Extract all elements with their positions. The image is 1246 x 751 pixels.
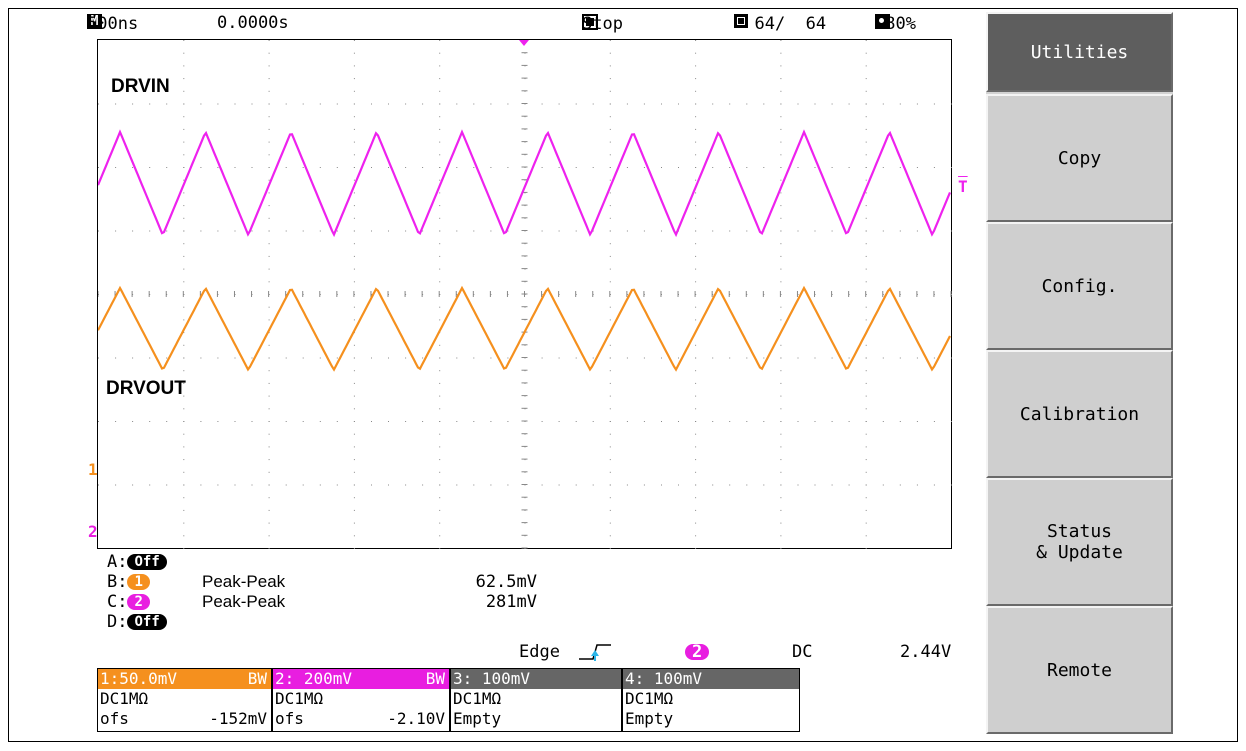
intensity-readout: 80%: [875, 13, 916, 34]
channel-4-status: Empty: [625, 709, 674, 728]
trigger-position-marker: [519, 40, 529, 46]
channel-1-scale: 1:50.0mV BW: [98, 669, 271, 689]
menu-calibration-button[interactable]: Calibration: [986, 350, 1173, 478]
rising-edge-icon: [579, 644, 611, 661]
off-badge: Off: [127, 614, 167, 630]
status-bar: M 500ns 0.0000s Stop 64/ 64 80%: [87, 12, 984, 34]
channel-1-coupling: DC1MΩ: [100, 689, 149, 708]
channel-2-coupling: DC1MΩ: [275, 689, 324, 708]
trigger-level: 2.44V: [900, 642, 952, 662]
stop-icon: [582, 14, 598, 30]
ch2-offset-marker[interactable]: 2: [88, 522, 98, 541]
measurement-slot: A:: [107, 552, 128, 572]
side-menu: Utilities Copy Config. Calibration Statu…: [986, 12, 1173, 734]
bandwidth-limit-flag: BW: [425, 669, 445, 688]
waveform-svg: [98, 40, 952, 549]
menu-config-button[interactable]: Config.: [986, 222, 1173, 350]
trigger-level-marker[interactable]: T: [958, 177, 968, 196]
acquisition-count: 64/ 64: [754, 14, 827, 34]
trigger-coupling: DC: [792, 642, 813, 662]
channel-3-status: Empty: [453, 709, 502, 728]
ch1-offset-marker[interactable]: 1: [88, 460, 98, 479]
channel-badge: 1: [127, 574, 150, 590]
trigger-mode: Edge: [519, 642, 560, 662]
screenshot-frame: [8, 8, 1238, 742]
ch1-trace-label: DRVIN: [111, 76, 170, 97]
measurement-slot: B:: [107, 572, 128, 592]
channel-4-scale: 4: 100mV: [623, 669, 799, 689]
waveform-display[interactable]: DRVIN DRVOUT T 1 2: [88, 39, 968, 549]
menu-status-update-button[interactable]: Status & Update: [986, 478, 1173, 606]
channel-badge: 2: [127, 594, 150, 610]
timebase-value: 500ns: [87, 14, 139, 34]
intensity-icon: [875, 14, 890, 29]
run-state-label: Stop: [582, 14, 623, 34]
channel-1-offset: ofs -152mV: [100, 709, 267, 728]
channel-4-info[interactable]: 4: 100mV DC1MΩ Empty: [622, 668, 800, 732]
bandwidth-limit-flag: BW: [247, 669, 267, 688]
measurement-type: Peak-Peak: [202, 572, 286, 591]
measurement-slot: C:: [107, 592, 128, 612]
channel-2-info[interactable]: 2: 200mV BW DC1MΩ ofs -2.10V: [272, 668, 450, 732]
acquisition-icon: [734, 14, 748, 28]
measurement-value: 62.5mV: [475, 572, 537, 592]
measurement-row[interactable]: D: Off: [107, 612, 607, 632]
channel-3-scale: 3: 100mV: [451, 669, 621, 689]
acquisition-readout: 64/ 64: [734, 13, 826, 34]
trigger-source-badge: 2: [685, 644, 710, 661]
position-readout: 0.0000s: [217, 13, 289, 33]
channel-4-coupling: DC1MΩ: [625, 689, 674, 708]
measurement-type: Peak-Peak: [202, 592, 286, 611]
channel-2-offset: ofs -2.10V: [275, 709, 445, 728]
channel-1-info[interactable]: 1:50.0mV BW DC1MΩ ofs -152mV: [97, 668, 272, 732]
measurement-slot: D:: [107, 612, 128, 632]
measurement-row[interactable]: B: 1 Peak-Peak 62.5mV: [107, 572, 607, 592]
off-badge: Off: [127, 554, 167, 570]
measurement-row[interactable]: A: Off: [107, 552, 607, 572]
menu-utilities-button[interactable]: Utilities: [986, 12, 1173, 92]
measurement-value: 281mV: [485, 592, 537, 612]
menu-copy-button[interactable]: Copy: [986, 94, 1173, 222]
channel-2-scale: 2: 200mV BW: [273, 669, 449, 689]
m-icon: M: [87, 14, 102, 29]
ch1-waveform: [98, 129, 952, 238]
intensity-value: 80%: [885, 14, 916, 34]
ch2-trace-label: DRVOUT: [106, 378, 186, 399]
measurement-row[interactable]: C: 2 Peak-Peak 281mV: [107, 592, 607, 612]
channel-3-coupling: DC1MΩ: [453, 689, 502, 708]
channel-3-info[interactable]: 3: 100mV DC1MΩ Empty: [450, 668, 622, 732]
ch2-waveform: [98, 285, 951, 372]
menu-remote-button[interactable]: Remote: [986, 606, 1173, 734]
